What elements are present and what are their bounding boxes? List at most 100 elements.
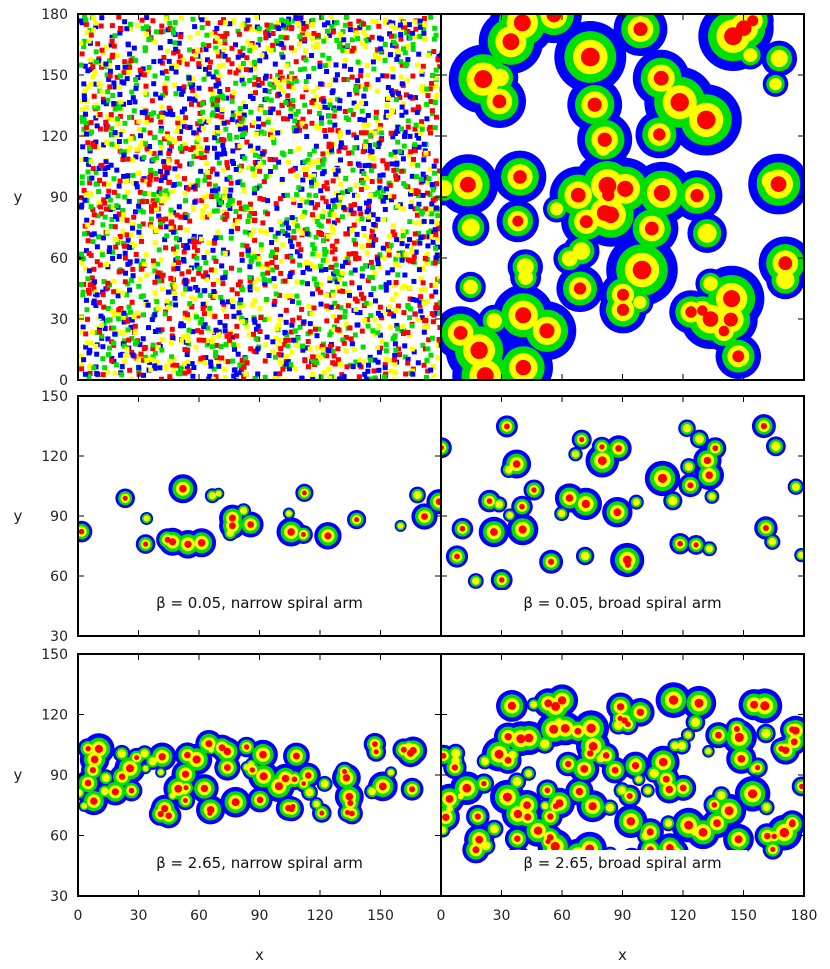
heatmap-cell	[411, 278, 417, 284]
heatmap-blob	[512, 215, 524, 227]
heatmap-cell	[255, 145, 261, 151]
heatmap-cell	[189, 84, 194, 90]
heatmap-cell	[206, 71, 212, 77]
heatmap-cell	[125, 42, 131, 48]
heatmap-cell	[436, 57, 441, 63]
heatmap-cell	[220, 281, 226, 287]
heatmap-cell	[388, 52, 393, 58]
heatmap-cell	[247, 93, 253, 99]
heatmap-cell	[304, 260, 310, 265]
heatmap-cell	[164, 301, 170, 307]
heatmap-cell	[214, 171, 220, 177]
heatmap-cell	[371, 286, 377, 291]
heatmap-cell	[176, 86, 182, 92]
heatmap-cell	[113, 236, 119, 242]
heatmap-cell	[328, 208, 334, 214]
heatmap-cell	[361, 29, 367, 35]
heatmap-cell	[91, 365, 97, 371]
heatmap-cell	[373, 298, 378, 304]
heatmap-cell	[197, 320, 203, 326]
heatmap-cell	[317, 60, 323, 66]
heatmap-cell	[330, 198, 336, 204]
heatmap-blob	[421, 513, 428, 520]
heatmap-cell	[224, 333, 230, 339]
heatmap-cell	[140, 221, 146, 227]
heatmap-cell	[311, 43, 317, 49]
heatmap-cell	[266, 353, 272, 358]
heatmap-cell	[290, 196, 296, 202]
heatmap-cell	[249, 255, 255, 261]
heatmap-cell	[284, 354, 289, 360]
heatmap-cell	[345, 77, 351, 82]
heatmap-cell	[240, 242, 246, 248]
heatmap-cell	[231, 90, 237, 96]
heatmap-cell	[257, 154, 263, 159]
heatmap-cell	[262, 110, 268, 116]
heatmap-cell	[174, 159, 180, 165]
heatmap-blob	[462, 783, 472, 793]
heatmap-blob	[580, 765, 589, 773]
heatmap-cell	[366, 203, 371, 209]
heatmap-cell	[261, 179, 267, 185]
heatmap-cell	[379, 130, 385, 136]
heatmap-cell	[239, 77, 245, 83]
heatmap-cell	[95, 213, 101, 219]
heatmap-cell	[219, 114, 225, 120]
heatmap-cell	[356, 255, 362, 261]
heatmap-cell	[415, 206, 421, 212]
heatmap-blob	[463, 279, 478, 295]
heatmap-cell	[372, 270, 378, 276]
heatmap-cell	[349, 48, 355, 54]
heatmap-cell	[228, 235, 234, 241]
heatmap-cell	[93, 81, 99, 87]
heatmap-cell	[165, 158, 171, 164]
heatmap-cell	[340, 29, 346, 34]
heatmap-cell	[318, 81, 324, 87]
heatmap-cell	[271, 140, 277, 145]
heatmap-cell	[371, 156, 377, 162]
annotation-background	[497, 850, 748, 874]
heatmap-cell	[132, 99, 138, 105]
heatmap-cell	[344, 14, 349, 20]
heatmap-cell	[182, 347, 188, 352]
heatmap-cell	[429, 282, 435, 288]
heatmap-cell	[142, 47, 148, 53]
heatmap-blob	[797, 551, 804, 559]
heatmap-cell	[314, 181, 320, 187]
heatmap-cell	[352, 145, 358, 151]
heatmap-cell	[155, 305, 161, 311]
heatmap-cell	[360, 344, 366, 350]
heatmap-blob	[697, 223, 717, 243]
heatmap-cell	[229, 335, 235, 340]
heatmap-cell	[412, 19, 418, 25]
heatmap-cell	[395, 252, 401, 258]
heatmap-cell	[386, 304, 392, 310]
heatmap-cell	[107, 58, 112, 64]
heatmap-cell	[210, 247, 216, 253]
heatmap-cell	[431, 363, 437, 369]
heatmap-cell	[424, 357, 430, 363]
heatmap-cell	[366, 214, 372, 220]
heatmap-cell	[410, 30, 415, 36]
heatmap-cell	[106, 188, 112, 194]
heatmap-cell	[113, 214, 119, 219]
heatmap-cell	[87, 282, 93, 288]
heatmap-cell	[396, 90, 401, 96]
heatmap-cell	[317, 289, 323, 295]
heatmap-cell	[368, 154, 374, 160]
heatmap-cell	[137, 198, 142, 204]
heatmap-cell	[263, 342, 269, 348]
heatmap-cell	[174, 212, 180, 218]
heatmap-cell	[97, 329, 103, 335]
heatmap-cell	[311, 65, 317, 71]
heatmap-cell	[235, 67, 241, 73]
heatmap-cell	[214, 25, 220, 31]
heatmap-cell	[131, 214, 137, 220]
heatmap-cell	[275, 20, 281, 26]
heatmap-cell	[363, 143, 368, 149]
heatmap-cell	[273, 201, 279, 207]
heatmap-cell	[338, 181, 344, 187]
heatmap-cell	[205, 57, 210, 63]
heatmap-cell	[290, 85, 296, 91]
heatmap-cell	[218, 151, 224, 157]
